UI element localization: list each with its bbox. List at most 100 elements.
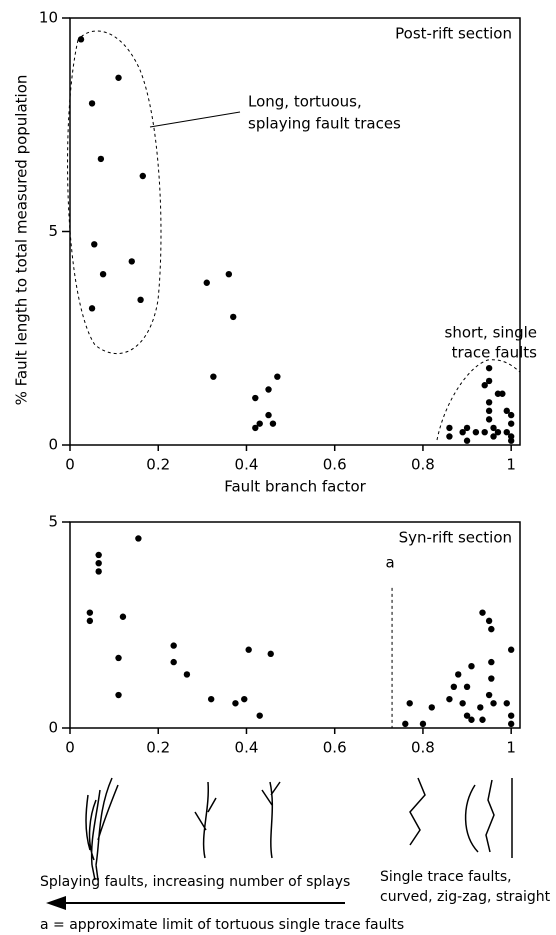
data-point <box>490 424 497 432</box>
caption: curved, zig-zag, straight <box>380 889 551 905</box>
data-point <box>455 671 462 678</box>
plot-frame <box>69 521 521 729</box>
data-point <box>115 691 122 699</box>
data-point <box>137 296 144 304</box>
data-point <box>485 377 493 385</box>
data-point <box>128 258 135 265</box>
fault-sketches <box>85 777 513 881</box>
x-tick-label: 0.6 <box>323 456 347 474</box>
data-point <box>446 695 453 703</box>
data-point <box>115 654 122 662</box>
data-point <box>488 625 495 633</box>
data-point <box>468 663 475 670</box>
caption: Splaying faults, increasing number of sp… <box>40 874 350 890</box>
x-tick-label: 0.4 <box>235 456 259 474</box>
y-tick-label: 0 <box>48 719 58 737</box>
data-point <box>503 407 510 415</box>
data-point <box>485 691 493 699</box>
annotation: trace faults <box>452 344 538 362</box>
data-point <box>77 36 85 43</box>
data-point <box>99 271 107 278</box>
data-point <box>485 617 493 625</box>
dashed-outline <box>436 359 521 441</box>
caption: Single trace faults, <box>380 869 512 885</box>
x-tick-label: 0.6 <box>323 739 347 757</box>
data-point <box>472 428 480 436</box>
data-point <box>183 671 191 678</box>
data-point <box>488 675 495 682</box>
data-point <box>95 568 102 575</box>
data-point <box>463 683 471 690</box>
x-tick-label: 0.2 <box>146 739 170 757</box>
data-point <box>119 613 127 620</box>
x-tick-label: 0.2 <box>146 456 170 474</box>
plot-frame <box>69 17 521 446</box>
data-point <box>477 704 484 711</box>
data-point <box>265 411 272 419</box>
arrow <box>46 896 345 910</box>
data-point <box>95 560 102 567</box>
data-point <box>507 420 515 427</box>
data-point <box>507 720 515 728</box>
x-axis-label: Fault branch factor <box>224 478 366 496</box>
y-tick-label: 5 <box>48 222 58 240</box>
x-tick-label: 0 <box>65 739 75 757</box>
data-point <box>507 411 515 419</box>
data-point <box>88 305 96 312</box>
data-point <box>267 650 274 658</box>
data-point <box>115 74 122 81</box>
leader-line <box>149 111 241 128</box>
data-point <box>481 382 488 389</box>
data-point <box>488 658 495 666</box>
limit-label: a <box>385 554 394 572</box>
data-point <box>406 700 413 707</box>
dashed-outline <box>67 30 162 355</box>
data-point <box>503 700 510 707</box>
y-tick-label: 0 <box>48 436 58 454</box>
data-point <box>446 424 453 432</box>
data-point <box>230 313 237 321</box>
x-tick-label: 0.4 <box>235 739 259 757</box>
data-point <box>428 704 435 711</box>
data-point <box>225 271 233 278</box>
x-tick-label: 0.8 <box>411 739 435 757</box>
data-point <box>507 646 515 653</box>
data-point <box>503 428 510 436</box>
data-point <box>135 535 142 542</box>
data-point <box>170 658 177 666</box>
data-point <box>402 720 409 728</box>
x-tick-label: 1 <box>506 739 516 757</box>
data-point <box>499 390 506 397</box>
data-point <box>207 695 215 703</box>
x-tick-label: 1 <box>506 456 516 474</box>
data-point <box>463 437 471 444</box>
data-point <box>252 394 259 402</box>
data-point <box>490 433 497 440</box>
data-point <box>256 712 263 719</box>
data-point <box>463 424 471 432</box>
data-point <box>446 433 453 440</box>
data-point <box>256 420 263 427</box>
data-point <box>468 716 475 723</box>
data-point <box>265 386 272 393</box>
y-tick-label: 5 <box>48 513 58 531</box>
data-point <box>507 712 515 719</box>
y-tick-label: 10 <box>39 9 58 27</box>
data-point <box>485 399 493 406</box>
data-point <box>252 424 259 432</box>
data-point <box>507 433 515 440</box>
data-point <box>241 695 248 703</box>
caption: a = approximate limit of tortuous single… <box>40 917 404 933</box>
data-point <box>274 373 281 380</box>
data-point <box>170 642 177 649</box>
data-point <box>485 407 493 415</box>
data-point <box>88 100 96 107</box>
y-axis-label: % Fault length to total measured populat… <box>13 75 31 406</box>
data-point <box>459 700 466 707</box>
data-point <box>479 609 486 616</box>
data-point <box>485 416 493 423</box>
x-tick-label: 0.8 <box>411 456 435 474</box>
data-point <box>210 373 217 380</box>
data-point <box>203 279 210 286</box>
